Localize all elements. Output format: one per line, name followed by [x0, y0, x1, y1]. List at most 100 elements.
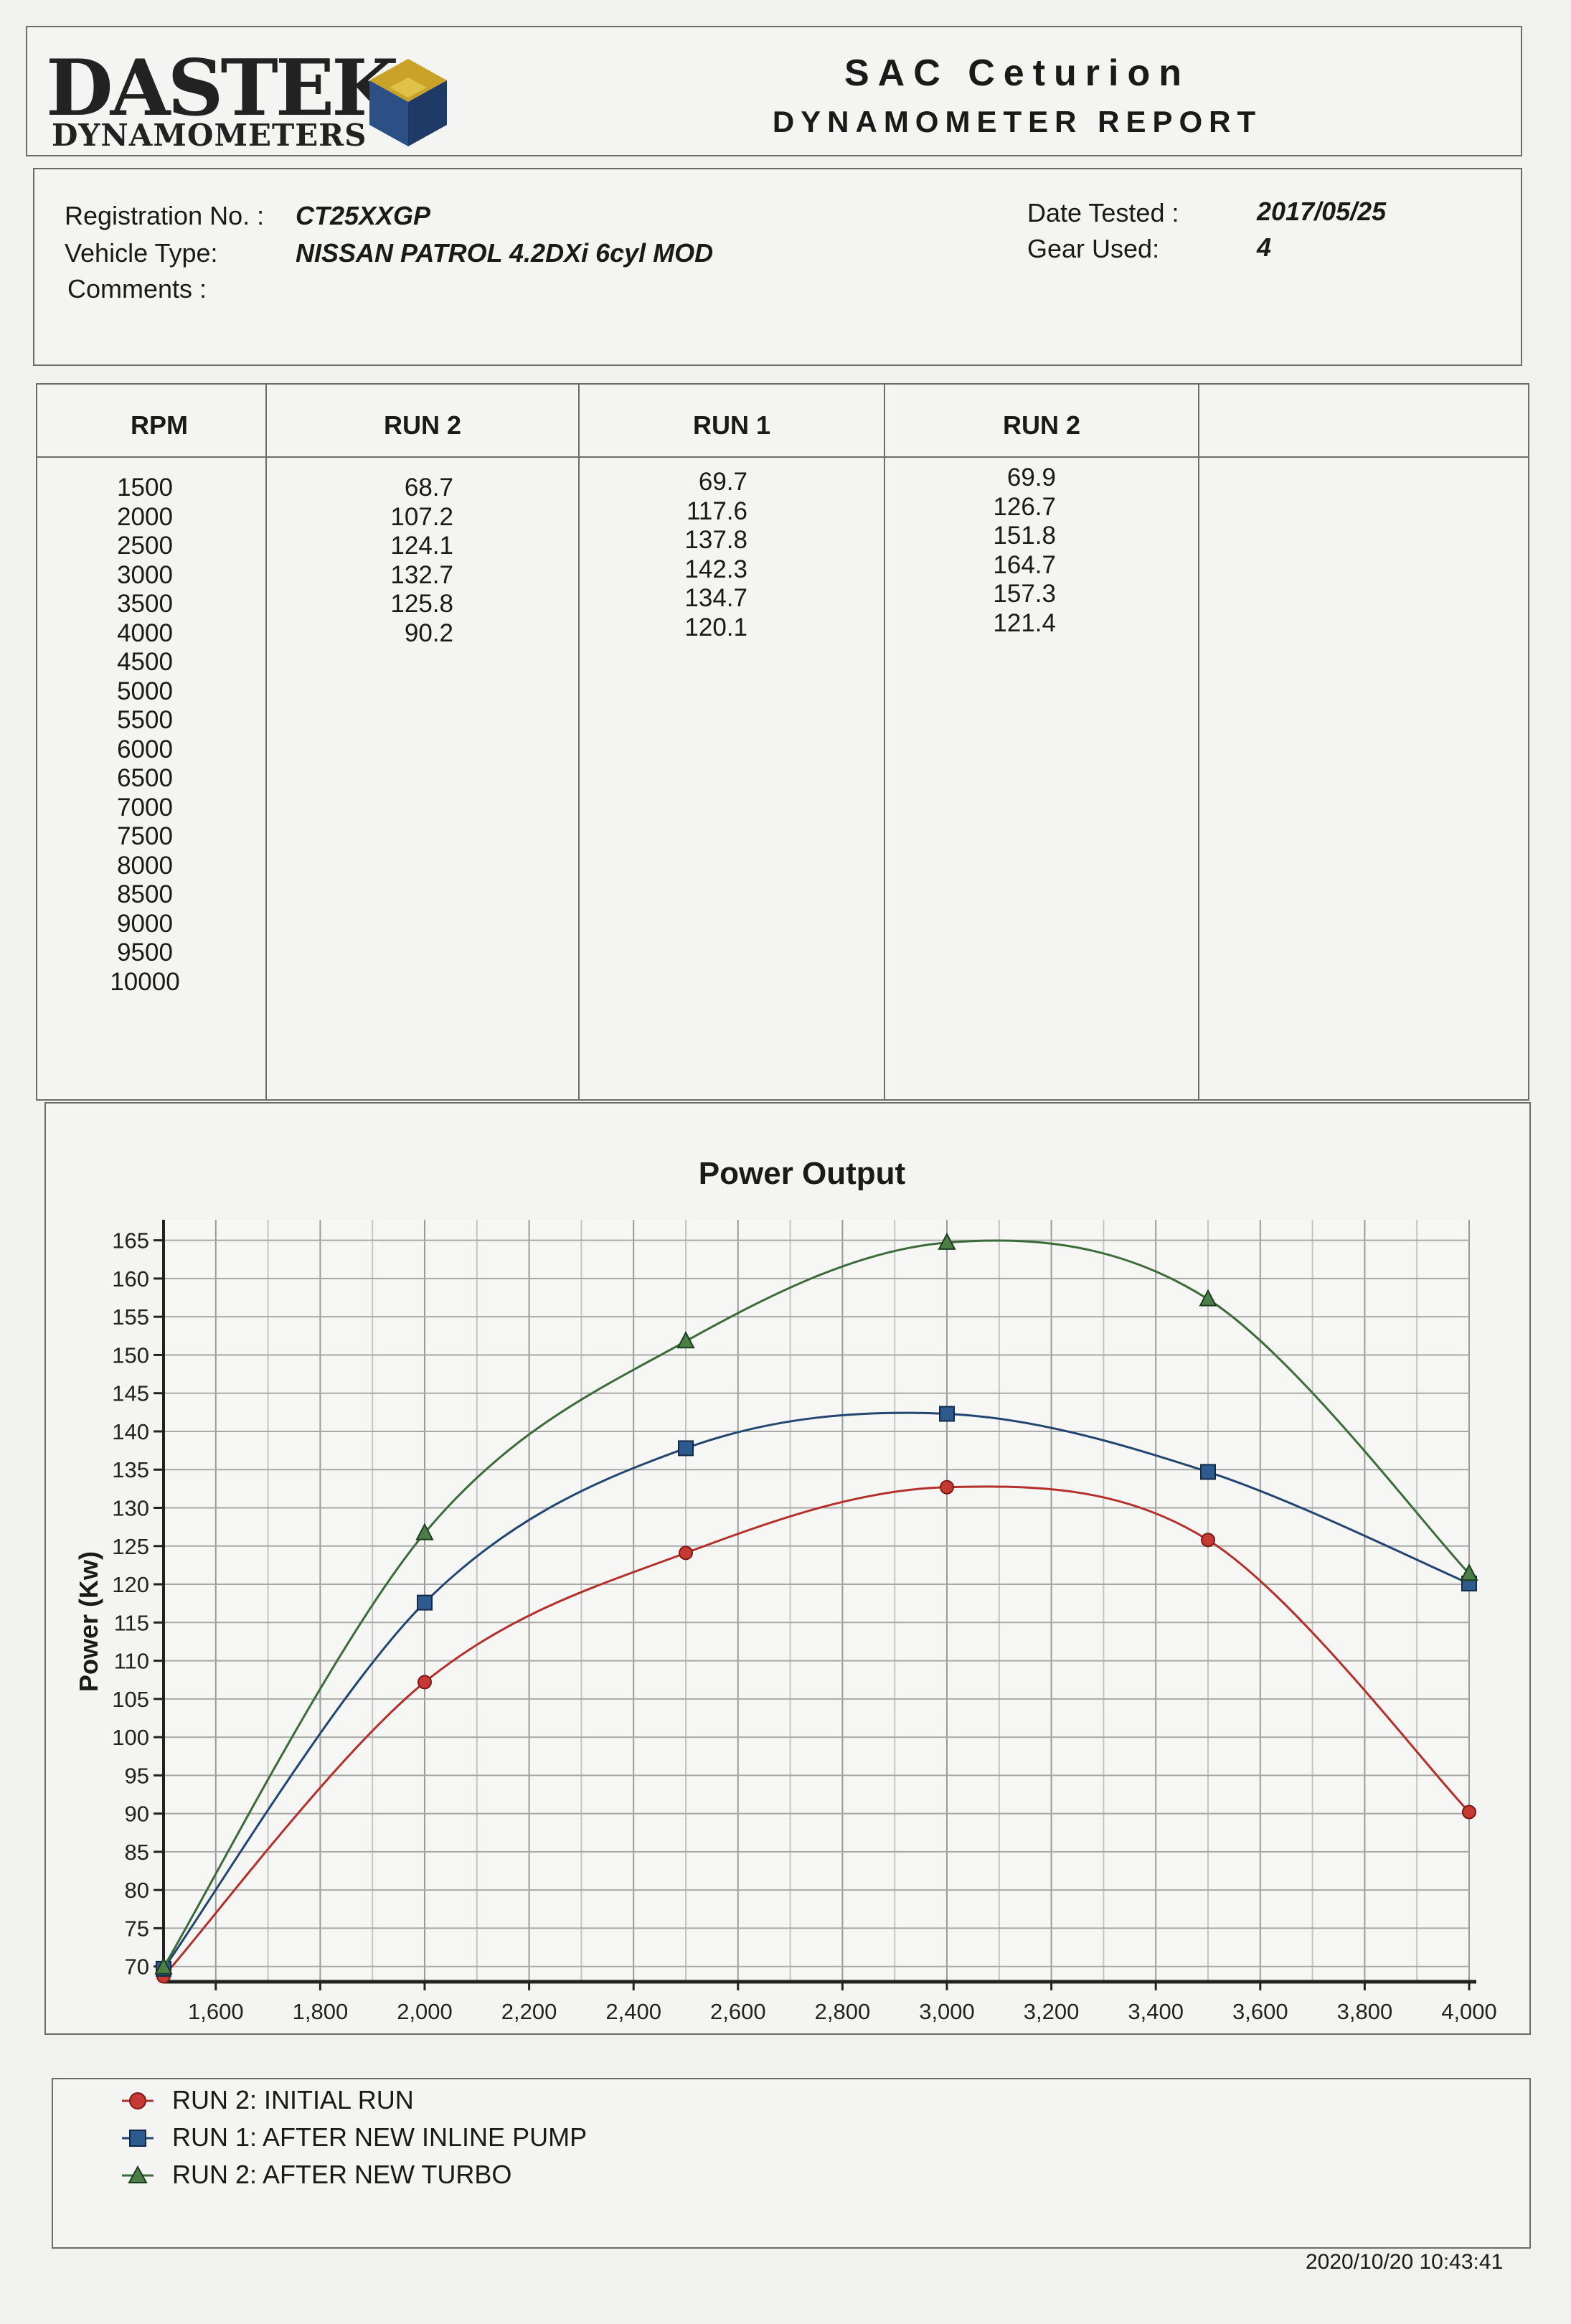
x-tick-label: 3,600 [1232, 1999, 1288, 2024]
chart-legend: RUN 2: INITIAL RUN RUN 1: AFTER NEW INLI… [52, 2078, 1531, 2249]
rpm-cell: 8000 [117, 851, 173, 880]
rpm-cell: 5500 [117, 706, 173, 734]
rpm-cell: 1500 [117, 474, 173, 502]
chart-title: Power Output [699, 1156, 906, 1191]
rpm-cell: 5000 [117, 677, 173, 705]
x-tick-label: 3,200 [1024, 1999, 1080, 2024]
date-tested-value: 2017/05/25 [1257, 197, 1387, 226]
gear-used-label: Gear Used: [1027, 234, 1160, 263]
y-tick-label: 80 [125, 1878, 149, 1903]
data-point-circle [679, 1546, 693, 1561]
run2-turbo-cell: 69.9 [1006, 464, 1056, 491]
legend-label: RUN 1: AFTER NEW INLINE PUMP [172, 2122, 588, 2152]
vehicle-type-value: NISSAN PATROL 4.2DXi 6cyl MOD [296, 238, 714, 268]
run2-turbo-cell: 126.7 [993, 492, 1056, 521]
x-tick-label: 2,600 [710, 1999, 766, 2024]
y-tick-label: 75 [125, 1916, 149, 1941]
x-axis-label: RPM [773, 2030, 831, 2033]
series-line-1 [162, 1485, 1471, 1977]
rpm-cell: 7500 [117, 822, 173, 850]
x-tick-label: 4,000 [1441, 1999, 1497, 2024]
run2-turbo-cell: 164.7 [993, 550, 1056, 579]
table-header-run2-turbo: RUN 2 [1002, 410, 1081, 440]
x-tick-label: 2,000 [397, 1999, 453, 2024]
rpm-cell: 7000 [117, 793, 173, 822]
table-header-divider [37, 456, 1528, 458]
data-point-circle [940, 1479, 954, 1495]
rpm-column: 1500 2000 2500 3000 3500 4000 4500 5000 5500 6000… [95, 474, 195, 997]
table-column-divider [265, 385, 267, 1099]
rpm-cell: 3500 [117, 590, 173, 618]
data-point-square [417, 1594, 433, 1611]
x-tick-label: 3,000 [919, 1999, 975, 2024]
table-header-rpm: RPM [131, 410, 188, 440]
run2-initial-cell: 90.2 [404, 618, 453, 647]
series-line-2 [162, 1411, 1470, 1970]
logo-subtext: DYNAMOMETERS [52, 118, 367, 153]
vehicle-type-label: Vehicle Type: [65, 238, 218, 268]
y-axis-label: Power (Kw) [74, 1551, 103, 1692]
comments-label: Comments : [67, 274, 207, 304]
plot-area [164, 1220, 1469, 1982]
data-point-square [1200, 1464, 1216, 1480]
data-point-square [678, 1440, 694, 1457]
data-point-square [939, 1406, 955, 1422]
run2-turbo-cell: 121.4 [993, 608, 1056, 637]
rpm-cell: 4500 [117, 648, 173, 676]
registration-value: CT25XXGP [296, 201, 431, 230]
data-point-triangle [676, 1331, 695, 1349]
dastek-logo: DASTEK DYNAMOMETERS [46, 49, 448, 156]
rpm-cell: 6500 [117, 764, 173, 792]
legend-label: RUN 2: AFTER NEW TURBO [172, 2160, 512, 2189]
y-tick-label: 115 [114, 1610, 149, 1635]
data-point-circle [1462, 1805, 1476, 1820]
y-tick-label: 145 [112, 1381, 149, 1406]
run1-cell: 117.6 [687, 497, 747, 525]
power-output-chart: Power Output 70 75 80 85 90 95 100 105 110 115 120 1… [74, 1156, 1497, 2059]
data-point-triangle [154, 1957, 173, 1975]
table-column-divider [1198, 385, 1199, 1099]
run1-cell: 142.3 [684, 555, 747, 583]
y-tick-label: 110 [114, 1649, 149, 1674]
x-tick-label: 2,200 [501, 1999, 557, 2024]
y-tick-label: 70 [125, 1954, 149, 1980]
run1-cell: 69.7 [698, 468, 747, 496]
run2-initial-cell: 68.7 [404, 474, 453, 502]
x-tick-label: 1,800 [293, 1999, 349, 2024]
run2-initial-column: 68.7 107.2 124.1 132.7 125.8 90.2 [324, 474, 453, 648]
run1-cell: 137.8 [684, 526, 747, 554]
y-tick-label: 100 [112, 1725, 149, 1750]
run2-initial-cell: 125.8 [390, 590, 453, 618]
y-tick-label: 85 [125, 1840, 149, 1865]
x-tick-label: 3,400 [1128, 1999, 1184, 2024]
red-circle-marker-icon [122, 2092, 154, 2109]
table-header-run2-initial: RUN 2 [383, 410, 462, 440]
gear-used-value: 4 [1257, 232, 1272, 262]
table-column-divider [884, 385, 885, 1099]
run2-initial-cell: 124.1 [390, 532, 453, 560]
y-tick-label: 105 [112, 1687, 149, 1712]
data-point-triangle [1460, 1563, 1478, 1581]
run1-cell: 120.1 [684, 613, 747, 641]
blue-square-marker-icon [122, 2130, 154, 2147]
x-tick-label: 2,800 [815, 1999, 871, 2024]
x-tick-label: 1,600 [188, 1999, 244, 2024]
date-tested-label: Date Tested : [1027, 198, 1179, 227]
data-point-circle [1201, 1533, 1215, 1548]
y-tick-label: 120 [112, 1572, 149, 1597]
run2-initial-cell: 132.7 [390, 560, 453, 589]
rpm-cell: 8500 [117, 880, 173, 908]
series-line-3 [162, 1239, 1471, 1968]
y-tick-label: 125 [112, 1534, 149, 1559]
y-tick-label: 155 [112, 1304, 149, 1330]
y-tick-label: 135 [112, 1457, 149, 1482]
table-column-divider [578, 385, 580, 1099]
y-tick-label: 95 [125, 1763, 149, 1788]
cube-logo-icon [369, 59, 447, 146]
y-tick-label: 90 [125, 1802, 149, 1827]
run1-cell: 134.7 [684, 584, 747, 612]
table-header-run1: RUN 1 [692, 410, 771, 440]
y-tick-label: 140 [112, 1419, 149, 1444]
rpm-cell: 9500 [117, 938, 173, 966]
vehicle-info-panel: Registration No. : CT25XXGP Vehicle Type… [33, 168, 1522, 366]
